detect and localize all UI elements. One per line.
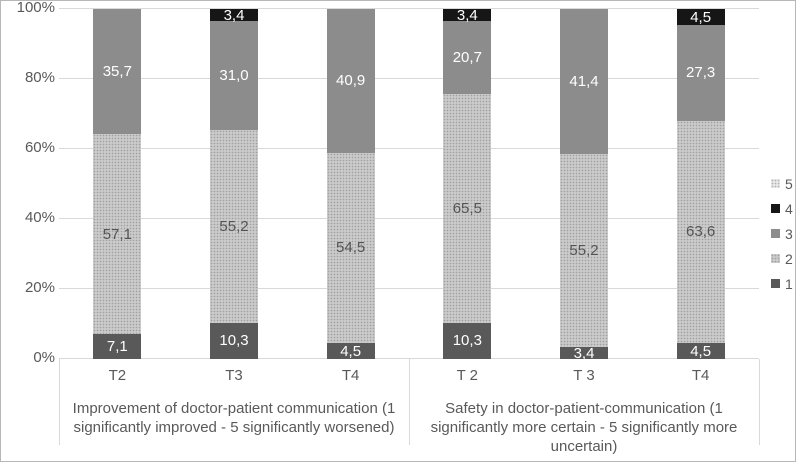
value-label: 65,5 (452, 199, 482, 217)
value-label: 3,4 (456, 6, 478, 24)
gridline-60% (59, 148, 759, 149)
value-label: 54,5 (336, 239, 366, 257)
axis-divider-0 (59, 359, 60, 445)
gridline-80% (59, 78, 759, 79)
y-axis-tick-label: 60% (24, 139, 55, 156)
legend-item-1: 1 (771, 271, 793, 296)
bar-T4: 4,5 54,5 40,9 (326, 9, 375, 360)
gridline-40% (59, 218, 759, 219)
gridline-20% (59, 288, 759, 289)
segment-series-3: 40,9 (326, 9, 375, 153)
segment-series-2: 65,5 (443, 93, 492, 323)
segment-series-1: 10,3 (210, 322, 258, 359)
y-axis-tick-label: 80% (24, 69, 55, 86)
segment-series-3: 27,3 (676, 25, 725, 121)
x-tick-T4: T4 (341, 367, 360, 384)
value-label: 27,3 (686, 64, 716, 82)
x-tick-T3: T3 (225, 367, 243, 384)
y-axis-tick-label: 20% (24, 279, 55, 296)
y-axis-tick-label: 100% (16, 0, 55, 16)
legend-label: 5 (785, 175, 793, 192)
value-label: 4,5 (690, 8, 712, 26)
legend-swatch-icon (771, 179, 780, 188)
legend-swatch-icon (771, 254, 780, 263)
value-label: 57,1 (102, 225, 132, 243)
value-label: 10,3 (219, 332, 249, 350)
value-label: 55,2 (569, 242, 599, 260)
y-axis-tick-label: 0% (33, 349, 55, 366)
value-label: 3,4 (573, 344, 595, 362)
value-label: 41,4 (569, 72, 599, 90)
bar-T3: 3,4 55,2 41,4 (560, 9, 608, 362)
bar-T4: 4,5 63,6 27,3 4,5 (676, 8, 725, 360)
segment-series-1: 7,1 (93, 334, 142, 359)
x-group-label-0: Improvement of doctor-patient communicat… (72, 400, 396, 436)
value-label: 35,7 (102, 63, 132, 81)
legend-label: 2 (785, 250, 793, 267)
legend-item-4: 4 (771, 196, 793, 221)
segment-series-1: 3,4 (560, 344, 608, 362)
bar-T2: 7,1 57,1 35,7 (93, 9, 142, 359)
segment-series-3: 20,7 (443, 21, 492, 94)
legend-item-5: 5 (771, 171, 793, 196)
value-label: 7,1 (106, 338, 128, 356)
segment-series-1: 10,3 (443, 322, 492, 359)
value-label: 4,5 (690, 342, 712, 360)
value-label: 3,4 (223, 6, 245, 24)
value-label: 40,9 (336, 72, 366, 90)
x-tick-T2: T2 (108, 367, 127, 384)
segment-series-3: 35,7 (93, 9, 142, 135)
value-label: 63,6 (686, 223, 716, 241)
axis-divider-1 (409, 359, 410, 445)
gridline-100% (59, 8, 759, 9)
x-tick-T4: T4 (691, 367, 710, 384)
legend-swatch-icon (771, 229, 780, 238)
legend-label: 1 (785, 275, 793, 292)
segment-series-3: 41,4 (560, 9, 608, 154)
value-label: 55,2 (219, 217, 249, 235)
legend-label: 3 (785, 225, 793, 242)
value-label: 10,3 (452, 332, 482, 350)
segment-series-1: 4,5 (676, 342, 725, 360)
segment-series-4: 3,4 (210, 6, 258, 24)
segment-series-3: 31,0 (210, 21, 258, 130)
legend-swatch-icon (771, 279, 780, 288)
legend-item-2: 2 (771, 246, 793, 271)
axis-divider-2 (759, 359, 760, 445)
legend-label: 4 (785, 200, 793, 217)
x-tick-T2: T 2 (456, 367, 479, 384)
y-axis-tick-label: 40% (24, 209, 55, 226)
segment-series-4: 3,4 (443, 6, 492, 24)
segment-series-1: 4,5 (326, 342, 375, 360)
bar-T2: 10,3 65,5 20,7 3,4 (443, 6, 492, 359)
segment-series-2: 54,5 (326, 152, 375, 344)
value-label: 20,7 (452, 48, 482, 66)
legend: 5 4 3 2 1 (771, 171, 795, 296)
segment-series-2: 57,1 (93, 134, 142, 335)
segment-series-2: 55,2 (210, 129, 258, 323)
segment-series-4: 4,5 (676, 8, 725, 26)
value-label: 31,0 (219, 67, 249, 84)
legend-item-3: 3 (771, 221, 793, 246)
gridline-0% (59, 358, 759, 359)
segment-series-2: 63,6 (676, 120, 725, 344)
bar-T3: 10,3 55,2 31,0 3,4 (210, 6, 258, 359)
value-label: 4,5 (340, 342, 362, 360)
legend-swatch-icon (771, 204, 780, 213)
segment-series-2: 55,2 (560, 153, 608, 348)
x-tick-T3: T 3 (573, 367, 595, 384)
x-group-label-1: Safety in doctor-patient-communication (… (430, 400, 738, 455)
